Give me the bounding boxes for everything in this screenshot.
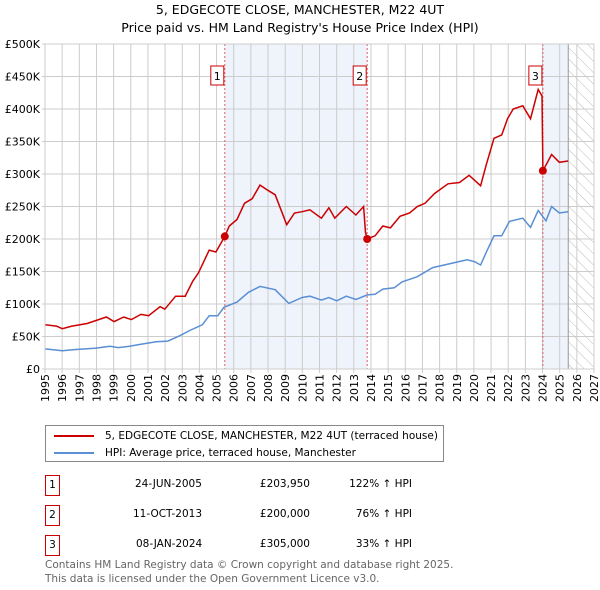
x-tick-label: 2003	[176, 374, 189, 402]
sale-date: 11-OCT-2013	[133, 508, 202, 520]
sale-row: 2 11-OCT-2013 £200,000 76% ↑ HPI	[45, 505, 465, 526]
x-tick-label: 2022	[502, 374, 515, 402]
x-tick-label: 2012	[331, 374, 344, 402]
sale-marker: 2	[45, 505, 60, 526]
x-tick-label: 2015	[382, 374, 395, 402]
sale-date: 24-JUN-2005	[135, 478, 202, 490]
x-tick-label: 2013	[348, 374, 361, 402]
y-tick-label: £0	[26, 363, 40, 376]
y-tick-label: £300K	[5, 168, 41, 181]
y-tick-label: £350K	[5, 136, 41, 149]
sale-marker: 3	[45, 535, 60, 556]
x-tick-label: 2023	[519, 374, 532, 402]
chart-subtitle: Price paid vs. HM Land Registry's House …	[121, 20, 479, 35]
x-tick-label: 2020	[468, 374, 481, 402]
x-tick-label: 1998	[90, 374, 103, 402]
x-tick-label: 2025	[554, 374, 567, 402]
x-tick-label: 2016	[399, 374, 412, 402]
x-tick-label: 2017	[416, 374, 429, 402]
y-tick-label: £450K	[5, 71, 41, 84]
x-tick-label: 1997	[73, 374, 86, 402]
x-tick-label: 2018	[434, 374, 447, 402]
x-tick-label: 2002	[159, 374, 172, 402]
sale-label: 2	[356, 70, 363, 83]
sale-row: 3 08-JAN-2024 £305,000 33% ↑ HPI	[45, 535, 465, 556]
x-tick-label: 2000	[125, 374, 138, 402]
sale-label-border	[210, 65, 225, 86]
series-line	[44, 205, 569, 352]
x-tick-label: 2027	[588, 374, 600, 402]
plot-border	[44, 43, 595, 370]
x-tick-label: 2021	[485, 374, 498, 402]
x-tick-label: 1995	[39, 374, 52, 402]
y-tick-label: £400K	[5, 103, 41, 116]
legend-property: 5, EDGECOTE CLOSE, MANCHESTER, M22 4UT (…	[105, 430, 438, 442]
sale-label: 3	[532, 70, 539, 83]
sale-date: 08-JAN-2024	[136, 538, 203, 550]
sale-label-box: 2	[352, 65, 367, 86]
x-tick-label: 2008	[262, 374, 275, 402]
sale-label-border	[352, 65, 367, 86]
footer-copyright: Contains HM Land Registry data © Crown c…	[45, 559, 454, 571]
y-tick-label: £100K	[5, 298, 41, 311]
x-tick-label: 2019	[451, 374, 464, 402]
x-tick-label: 2005	[211, 374, 224, 402]
y-tick-label: £50K	[12, 331, 41, 344]
x-tick-label: 2011	[314, 374, 327, 402]
chart-title: 5, EDGECOTE CLOSE, MANCHESTER, M22 4UT	[155, 2, 445, 17]
y-tick-label: £200K	[5, 233, 41, 246]
x-tick-label: 2010	[296, 374, 309, 402]
sale-hpi: 122% ↑ HPI	[349, 478, 412, 490]
y-tick-label: £150K	[5, 266, 41, 279]
x-tick-label: 2014	[365, 374, 378, 402]
series-line	[44, 87, 569, 330]
x-tick-label: 2009	[279, 374, 292, 402]
legend-blue-line	[54, 452, 94, 454]
x-tick-label: 1996	[56, 374, 69, 402]
footer-licence: This data is licensed under the Open Gov…	[45, 573, 380, 585]
sale-row: 1 24-JUN-2005 £203,950 122% ↑ HPI	[45, 475, 465, 496]
legend-hpi: HPI: Average price, terraced house, Manc…	[105, 447, 356, 459]
sale-label-box: 1	[210, 65, 225, 86]
sale-point	[220, 232, 229, 241]
sale-price: £305,000	[259, 538, 310, 550]
sale-label-border	[528, 65, 543, 86]
y-tick-label: £250K	[5, 201, 41, 214]
sale-label-box: 3	[528, 65, 543, 86]
sale-hpi: 33% ↑ HPI	[355, 538, 412, 550]
sale-price: £203,950	[259, 478, 310, 490]
x-tick-label: 2006	[228, 374, 241, 402]
sale-hpi: 76% ↑ HPI	[355, 508, 412, 520]
price-chart: 1995 1996 1997 1998 1999 2000 2001 2002 2003 2004…	[5, 38, 600, 402]
sale-price: £200,000	[259, 508, 310, 520]
x-tick-label: 2004	[193, 374, 206, 402]
sale-label: 1	[214, 70, 221, 83]
sale-point	[538, 166, 547, 175]
sale-marker: 1	[45, 475, 60, 496]
x-tick-label: 1999	[108, 374, 121, 402]
legend: 5, EDGECOTE CLOSE, MANCHESTER, M22 4UT (…	[45, 425, 444, 462]
legend-red-line	[54, 435, 94, 437]
x-tick-label: 2026	[571, 374, 584, 402]
x-tick-label: 2007	[245, 374, 258, 402]
y-tick-label: £500K	[5, 38, 41, 51]
x-tick-label: 2001	[142, 374, 155, 402]
x-tick-label: 2024	[537, 374, 550, 402]
sale-point	[363, 235, 372, 243]
